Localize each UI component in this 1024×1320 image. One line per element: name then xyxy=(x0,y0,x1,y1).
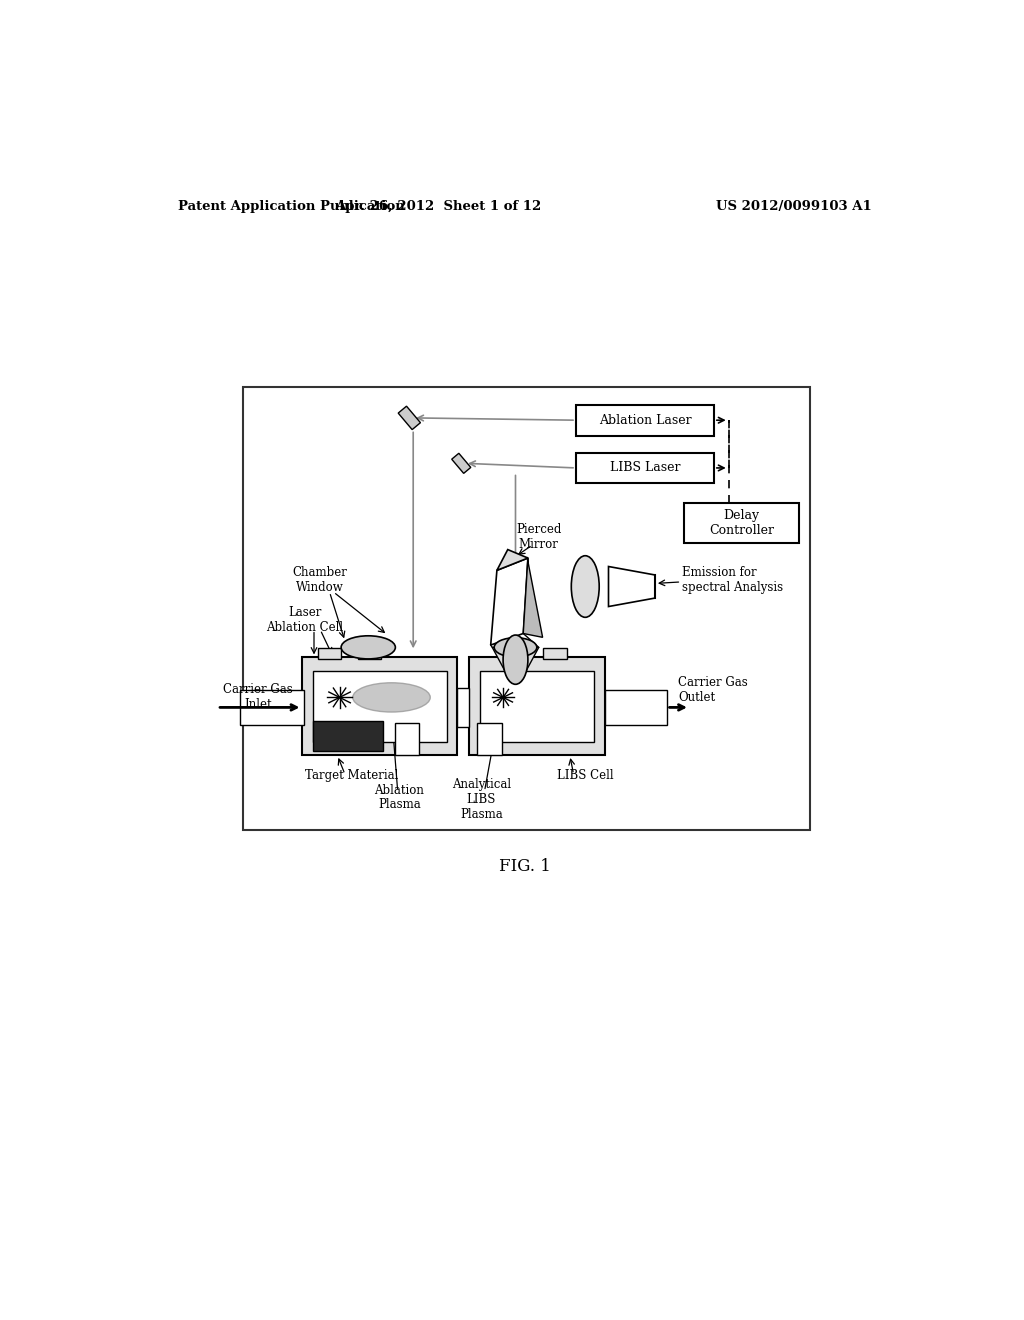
Polygon shape xyxy=(452,453,471,474)
Text: US 2012/0099103 A1: US 2012/0099103 A1 xyxy=(716,199,872,213)
Bar xyxy=(313,671,446,742)
Text: Carrier Gas
Inlet: Carrier Gas Inlet xyxy=(223,684,293,711)
Text: Analytical
LIBS
Plasma: Analytical LIBS Plasma xyxy=(452,777,511,821)
Text: Emission for
spectral Analysis: Emission for spectral Analysis xyxy=(682,566,783,594)
Bar xyxy=(480,671,594,742)
Polygon shape xyxy=(490,558,528,645)
Bar xyxy=(544,648,566,659)
Bar xyxy=(317,648,341,659)
Ellipse shape xyxy=(341,636,395,659)
Text: Ablation Laser: Ablation Laser xyxy=(599,413,691,426)
Bar xyxy=(243,387,810,830)
Bar xyxy=(358,648,381,659)
Ellipse shape xyxy=(503,635,528,684)
Bar xyxy=(458,688,469,726)
Polygon shape xyxy=(398,407,421,429)
Bar xyxy=(395,723,419,755)
Text: FIG. 1: FIG. 1 xyxy=(499,858,551,875)
Ellipse shape xyxy=(495,638,537,657)
Bar xyxy=(505,648,528,659)
Bar xyxy=(684,503,799,544)
Polygon shape xyxy=(608,566,655,607)
Text: Target Material: Target Material xyxy=(304,770,398,783)
Polygon shape xyxy=(523,557,543,638)
Text: Pierced
Mirror: Pierced Mirror xyxy=(516,523,561,552)
Polygon shape xyxy=(497,549,528,570)
Bar xyxy=(604,689,667,725)
Ellipse shape xyxy=(352,682,430,711)
Bar xyxy=(302,657,458,755)
Text: LIBS Cell: LIBS Cell xyxy=(557,770,613,783)
Ellipse shape xyxy=(571,556,599,618)
Bar xyxy=(241,689,304,725)
Text: LIBS Laser: LIBS Laser xyxy=(609,462,680,474)
Polygon shape xyxy=(493,647,539,682)
Bar xyxy=(575,453,714,483)
Bar xyxy=(469,657,604,755)
Bar xyxy=(575,405,714,436)
Text: Patent Application Publication: Patent Application Publication xyxy=(178,199,406,213)
Text: Chamber
Window: Chamber Window xyxy=(293,566,347,594)
Bar xyxy=(477,723,502,755)
Text: Ablation
Plasma: Ablation Plasma xyxy=(375,784,424,812)
Text: Laser
Ablation Cell: Laser Ablation Cell xyxy=(266,606,343,635)
Bar xyxy=(313,721,383,751)
Text: Carrier Gas
Outlet: Carrier Gas Outlet xyxy=(678,676,748,704)
Text: Apr. 26, 2012  Sheet 1 of 12: Apr. 26, 2012 Sheet 1 of 12 xyxy=(335,199,541,213)
Text: Delay
Controller: Delay Controller xyxy=(710,510,774,537)
